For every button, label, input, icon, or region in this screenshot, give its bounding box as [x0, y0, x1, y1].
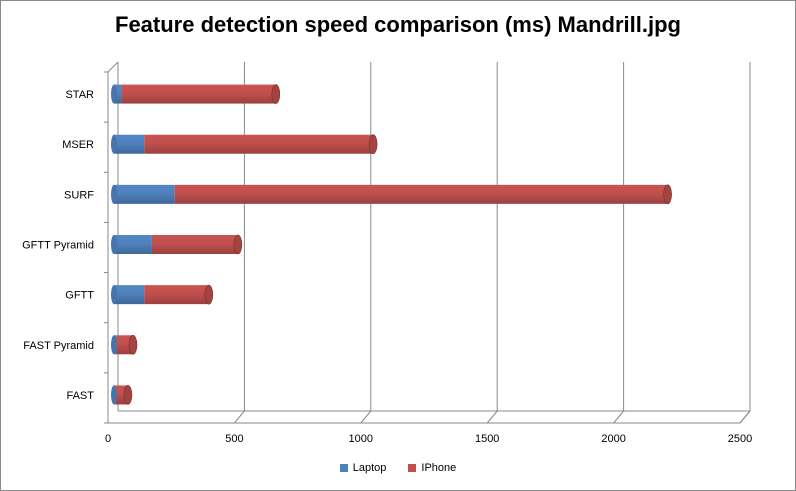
chart-title: Feature detection speed comparison (ms) … — [115, 12, 681, 37]
bar-start-cap — [111, 385, 117, 405]
bar-laptop — [114, 235, 152, 254]
x-tick-label: 2500 — [728, 433, 752, 445]
bar-start-cap — [111, 84, 117, 104]
y-tick-label: GFTT Pyramid — [22, 240, 94, 252]
bar-end-cap — [663, 184, 672, 205]
legend: Laptop IPhone — [0, 462, 796, 474]
floor-gridline — [234, 410, 245, 424]
bar-end-cap — [233, 234, 243, 255]
floor-gridline — [360, 410, 372, 424]
bar-start-cap — [111, 184, 117, 204]
x-tick-label: 2000 — [601, 433, 625, 445]
legend-label-iphone: IPhone — [421, 462, 457, 474]
bar-iphone — [174, 184, 668, 204]
floor-gridline — [613, 410, 624, 424]
y-tick-label: GFTT — [65, 290, 94, 302]
x-tick-label: 500 — [225, 433, 243, 445]
bar-end-cap — [123, 385, 133, 405]
bar-laptop — [114, 285, 145, 305]
bar-iphone — [144, 285, 209, 305]
bar-iphone — [116, 335, 133, 355]
y-tick-label: MSER — [62, 139, 94, 151]
y-tick-label: FAST — [66, 390, 94, 402]
legend-label-laptop: Laptop — [352, 462, 387, 474]
bar-start-cap — [111, 285, 117, 305]
floor-right-edge — [739, 410, 751, 424]
bar-end-cap — [204, 284, 214, 305]
x-tick-label: 1000 — [349, 433, 373, 445]
bar-end-cap — [271, 84, 281, 104]
bar-end-cap — [128, 334, 138, 355]
bar-start-cap — [111, 134, 117, 154]
legend-item-iphone: IPhone — [408, 462, 456, 474]
bar-start-cap — [111, 335, 117, 355]
x-tick-label: 0 — [105, 433, 111, 445]
axis-wall-top — [107, 61, 119, 73]
x-tick-label: 1500 — [475, 433, 499, 445]
legend-swatch-iphone — [408, 464, 417, 472]
bar-iphone — [121, 84, 276, 104]
legend-swatch-laptop — [339, 464, 348, 472]
bar-end-cap — [368, 134, 378, 155]
legend-item-laptop: Laptop — [339, 462, 387, 474]
bar-iphone — [144, 134, 374, 154]
y-tick-label: STAR — [65, 89, 94, 101]
bar-laptop — [114, 84, 122, 104]
bar-iphone — [151, 235, 238, 254]
y-tick-label: SURF — [64, 189, 94, 201]
bar-laptop — [114, 134, 145, 154]
bar-start-cap — [111, 235, 117, 254]
floor-gridline — [486, 410, 498, 424]
y-tick-label: FAST Pyramid — [23, 340, 94, 352]
bar-laptop — [114, 184, 175, 204]
